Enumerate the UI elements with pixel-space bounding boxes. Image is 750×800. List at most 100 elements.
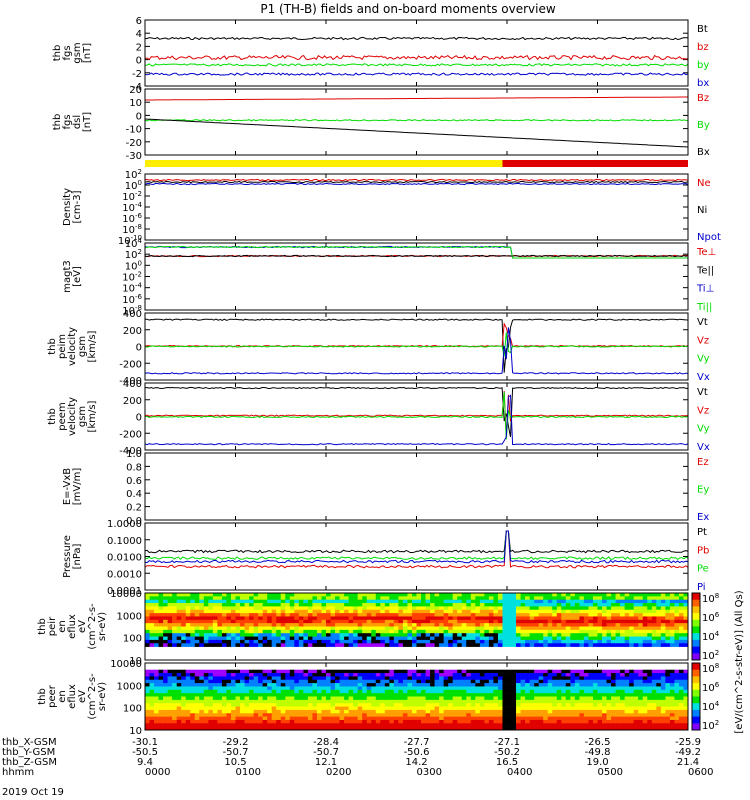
heatmap-cell xyxy=(547,723,553,727)
heatmap-cell xyxy=(249,599,254,604)
heatmap-cell xyxy=(203,679,209,684)
heatmap-cell xyxy=(516,613,521,617)
heatmap-cell xyxy=(190,709,196,714)
heatmap-cell xyxy=(461,709,467,714)
heatmap-cell xyxy=(475,633,481,637)
series-line-bz xyxy=(144,54,689,61)
heatmap-cell xyxy=(597,693,603,697)
ylabel-line: [eV] xyxy=(72,266,83,287)
heatmap-cell xyxy=(172,696,177,701)
heatmap-cell xyxy=(344,726,349,731)
heatmap-cell xyxy=(289,706,295,711)
heatmap-cell xyxy=(439,623,444,627)
heatmap-cell xyxy=(335,716,340,721)
heatmap-cell xyxy=(538,683,544,687)
heatmap-cell xyxy=(375,613,381,617)
heatmap-cell xyxy=(326,593,331,597)
heatmap-cell xyxy=(321,673,327,677)
heatmap-cell xyxy=(411,676,417,681)
heatmap-cell xyxy=(371,643,377,647)
colorbar-tick: 104 xyxy=(702,700,720,713)
heatmap-cell xyxy=(443,606,449,611)
heatmap-cell xyxy=(208,623,214,627)
heatmap-cell xyxy=(665,723,671,727)
heatmap-cell xyxy=(285,709,291,714)
heatmap-cell xyxy=(181,706,187,711)
heatmap-cell xyxy=(466,623,472,627)
heatmap-cell xyxy=(439,613,444,617)
heatmap-cell xyxy=(452,643,458,647)
heatmap-cell xyxy=(167,703,173,707)
heatmap-cell xyxy=(669,616,675,621)
heatmap-cell xyxy=(620,619,625,624)
ytick-label: 0 xyxy=(136,56,142,67)
heatmap-cell xyxy=(678,679,684,684)
heatmap-cell xyxy=(371,629,377,634)
heatmap-cell xyxy=(475,599,481,604)
heatmap-cell xyxy=(344,676,349,681)
heatmap-cell xyxy=(434,639,440,644)
heatmap-cell xyxy=(484,593,490,597)
heatmap-cell xyxy=(362,606,368,611)
heatmap-cell xyxy=(357,616,363,621)
heatmap-cell xyxy=(221,596,227,600)
heatmap-cell xyxy=(457,596,463,600)
heatmap-cell xyxy=(262,676,268,681)
heatmap-cell xyxy=(407,713,413,717)
heatmap-cell xyxy=(561,679,567,684)
heatmap-cell xyxy=(678,703,684,707)
heatmap-cell xyxy=(665,613,671,617)
heatmap-cell xyxy=(443,689,449,694)
heatmap-cell xyxy=(411,709,417,714)
colorbar-swatch xyxy=(692,663,700,671)
heatmap-cell xyxy=(217,703,223,707)
heatmap-cell xyxy=(507,593,512,597)
heatmap-cell xyxy=(538,623,544,627)
heatmap-cell xyxy=(434,699,440,704)
heatmap-cell xyxy=(289,683,295,687)
heatmap-cell xyxy=(276,613,282,617)
heatmap-cell xyxy=(172,626,177,631)
heatmap-cell xyxy=(434,633,440,637)
heatmap-cell xyxy=(602,599,607,604)
heatmap-cell xyxy=(511,719,517,724)
heatmap-cell xyxy=(588,593,594,597)
heatmap-cell xyxy=(326,596,331,600)
heatmap-cell xyxy=(389,693,395,697)
ytick-label: -20 xyxy=(126,138,142,149)
heatmap-cell xyxy=(570,709,576,714)
heatmap-cell xyxy=(267,616,272,621)
heatmap-cell xyxy=(298,673,304,677)
heatmap-cell xyxy=(615,643,621,647)
heatmap-cell xyxy=(362,713,368,717)
heatmap-cell xyxy=(344,706,349,711)
heatmap-cell xyxy=(226,679,232,684)
heatmap-cell xyxy=(149,703,155,707)
heatmap-cell xyxy=(226,636,232,641)
heatmap-cell xyxy=(167,633,173,637)
heatmap-cell xyxy=(425,716,431,721)
ylabel-line: eflux xyxy=(67,684,78,709)
heatmap-cell xyxy=(230,629,236,634)
heatmap-cell xyxy=(226,623,232,627)
heatmap-cell xyxy=(534,669,539,674)
heatmap-cell xyxy=(461,723,467,727)
heatmap-cell xyxy=(534,606,539,611)
heatmap-cell xyxy=(371,683,377,687)
heatmap-cell xyxy=(588,723,594,727)
heatmap-cell xyxy=(276,719,282,724)
heatmap-cell xyxy=(172,726,177,731)
heatmap-cell xyxy=(583,606,589,611)
heatmap-cell xyxy=(384,709,390,714)
heatmap-cell xyxy=(199,619,205,624)
heatmap-cell xyxy=(678,699,684,704)
heatmap-cell xyxy=(660,676,666,681)
heatmap-cell xyxy=(185,719,191,724)
heatmap-cell xyxy=(235,723,241,727)
heatmap-cell xyxy=(452,719,458,724)
heatmap-cell xyxy=(298,716,304,721)
heatmap-cell xyxy=(470,699,476,704)
heatmap-cell xyxy=(466,629,472,634)
heatmap-cell xyxy=(633,603,639,607)
heatmap-cell xyxy=(212,609,218,614)
